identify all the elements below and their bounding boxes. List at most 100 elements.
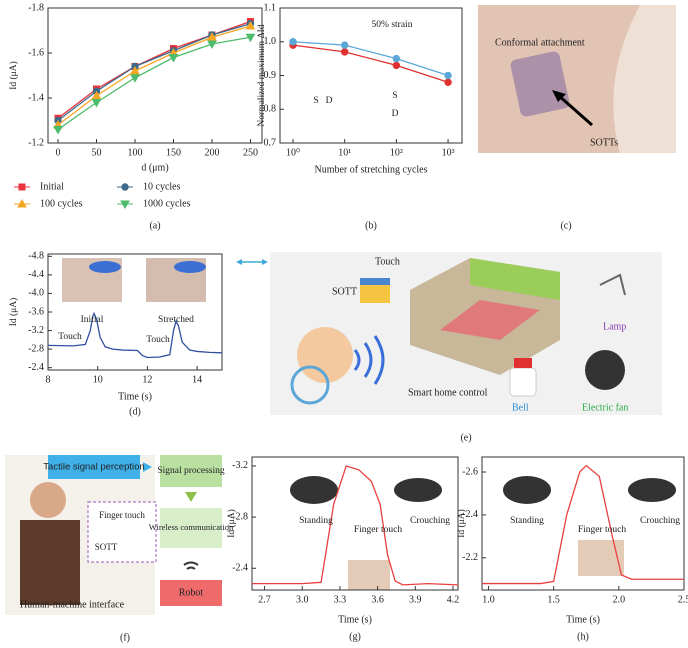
- annotation: Initial: [81, 315, 104, 325]
- box: [160, 455, 222, 487]
- diagram-label: Electric fan: [582, 402, 628, 413]
- caption: (d): [129, 406, 141, 417]
- y-tick-label: -3.2: [28, 325, 44, 336]
- lamp: [599, 273, 626, 296]
- box-label: Tactile signal perception: [43, 462, 144, 473]
- y-axis-title: Id (μA): [226, 509, 237, 538]
- sott-layer: [360, 278, 390, 285]
- x-tick-label: 10¹: [338, 147, 351, 158]
- robots: [290, 476, 676, 590]
- y-tick-label: 0.8: [264, 104, 277, 115]
- inset-box: [87, 501, 157, 563]
- y-tick-label: -1.4: [28, 92, 44, 103]
- y-tick-label: -2.4: [232, 563, 248, 574]
- arrow: [185, 492, 197, 502]
- marker: [341, 41, 349, 49]
- legend-label: 1000 cycles: [143, 198, 191, 209]
- legend-label: 10 cycles: [143, 181, 181, 192]
- marker: [444, 71, 452, 80]
- plot-frame: [481, 456, 685, 591]
- house-wall: [470, 258, 560, 300]
- legend-label: Initial: [40, 181, 64, 192]
- marker: [91, 99, 102, 108]
- robot: [290, 476, 338, 504]
- box: [160, 508, 222, 548]
- x-tick-label: 0: [56, 147, 61, 158]
- x-axis-title: Time (s): [566, 614, 600, 625]
- caption: (c): [560, 220, 571, 231]
- person: [20, 520, 80, 605]
- x-tick-label: 50: [91, 147, 101, 158]
- x-tick-label: 14: [192, 374, 202, 385]
- legend-label: 100 cycles: [40, 198, 83, 209]
- person-head: [30, 482, 66, 518]
- child-figure: [297, 327, 353, 383]
- robot: [503, 476, 551, 504]
- annotation: S: [313, 96, 318, 106]
- marker: [245, 33, 256, 43]
- y-tick-label: -2.8: [28, 343, 44, 354]
- marker: [168, 54, 179, 63]
- annotation: Touch: [146, 335, 170, 345]
- diagram-label: Touch: [375, 256, 400, 267]
- robot: [628, 478, 676, 502]
- marker: [245, 20, 256, 30]
- diagram-label: Lamp: [603, 321, 626, 332]
- annotation: D: [392, 109, 399, 119]
- x-tick-label: 12: [142, 374, 152, 385]
- marker: [130, 65, 140, 75]
- annotation: S: [392, 91, 397, 101]
- y-axis-title: Id (μA): [8, 61, 19, 90]
- marker: [444, 78, 452, 86]
- x-tick-label: 10³: [442, 147, 455, 158]
- x-axis-title: d (μm): [141, 162, 168, 173]
- series-line: [482, 464, 684, 585]
- box-label: Signal processing: [157, 466, 225, 476]
- caption: (b): [365, 220, 377, 231]
- y-axis-title: Id (μA): [456, 509, 467, 538]
- bell: [509, 367, 537, 397]
- y-tick-label: 1.1: [264, 2, 277, 13]
- series-line: [292, 44, 449, 83]
- annotation: Standing: [299, 516, 333, 526]
- diagram-label: SOTT: [332, 286, 357, 297]
- y-tick-label: -1.6: [28, 47, 44, 58]
- photo-label: SOTTs: [590, 137, 618, 148]
- annotation: D: [326, 96, 333, 106]
- arrow: [143, 462, 152, 472]
- y-tick-label: -4.0: [28, 288, 44, 299]
- marker: [18, 183, 26, 191]
- y-tick-label: -2.2: [462, 552, 478, 563]
- arrow-head: [236, 259, 242, 265]
- y-tick-label: -2.4: [28, 362, 44, 373]
- bell-top: [514, 358, 532, 368]
- series-line: [57, 25, 251, 126]
- x-tick-label: 200: [204, 147, 219, 158]
- annotation: Crouching: [640, 516, 680, 526]
- y-tick-label: -4.4: [28, 269, 44, 280]
- caption: (h): [577, 631, 589, 642]
- x-tick-label: 2.7: [258, 594, 271, 605]
- marker: [392, 61, 401, 70]
- x-tick-label: 10²: [390, 147, 403, 158]
- marker: [207, 32, 217, 41]
- x-tick-label: 2.0: [613, 594, 626, 605]
- x-axis-title: Time (s): [338, 614, 372, 625]
- wheel: [290, 365, 330, 405]
- plot-frame: [251, 456, 459, 591]
- y-tick-label: -2.4: [462, 509, 478, 520]
- photo: [348, 560, 390, 590]
- annotation: Touch: [58, 332, 82, 342]
- annotation: 50% strain: [372, 20, 413, 30]
- y-tick-label: -4.8: [28, 251, 44, 262]
- x-tick-label: 2.5: [678, 594, 688, 605]
- arrow-head: [262, 259, 268, 265]
- marker: [121, 183, 129, 191]
- x-tick-label: 150: [166, 147, 181, 158]
- inset-label: Finger touch: [99, 510, 145, 520]
- marker: [392, 54, 401, 63]
- caption: (e): [460, 432, 471, 443]
- x-tick-label: 8: [46, 374, 51, 385]
